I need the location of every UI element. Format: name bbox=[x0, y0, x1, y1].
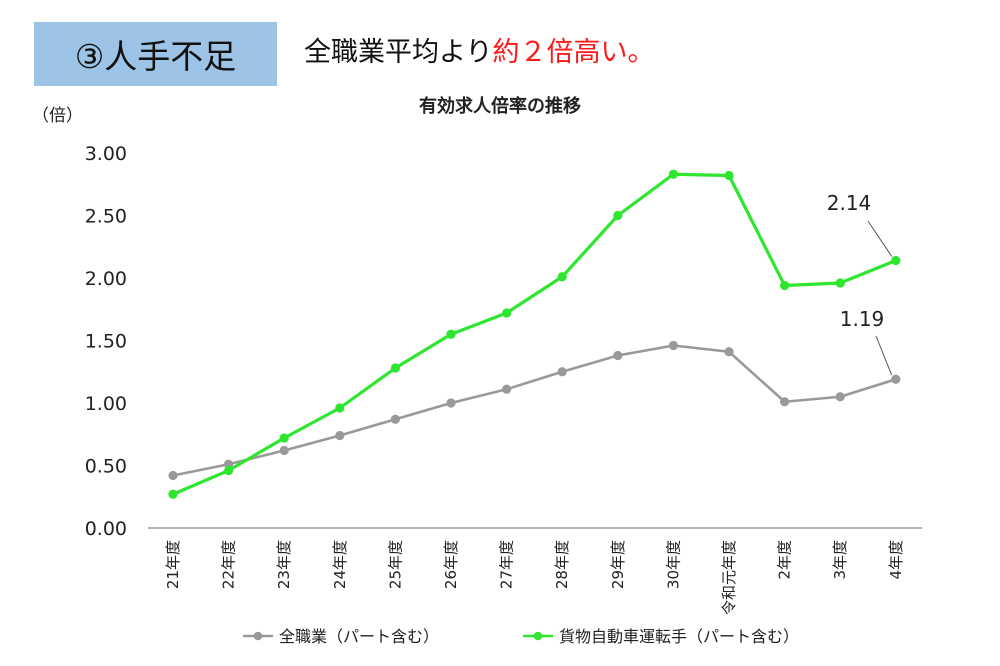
x-tick-label: 27年度 bbox=[498, 540, 516, 589]
data-point bbox=[279, 445, 289, 456]
y-tick-label: 1.00 bbox=[85, 393, 127, 415]
headline: 全職業平均より約２倍高い。 bbox=[304, 30, 654, 69]
series-line bbox=[172, 172, 897, 496]
section-badge: ③人手不足 bbox=[34, 22, 277, 86]
y-tick-labels: 0.00 0.50 1.00 1.50 2.00 2.50 3.00 bbox=[85, 143, 127, 540]
x-tick-label: 30年度 bbox=[664, 540, 682, 589]
data-point bbox=[502, 308, 512, 318]
y-tick-label: 2.50 bbox=[85, 206, 127, 228]
x-tick-label: 令和元年度 bbox=[720, 540, 738, 615]
x-tick-label: 26年度 bbox=[442, 540, 460, 589]
data-point bbox=[835, 278, 845, 288]
x-tick-label: 2年度 bbox=[776, 540, 794, 580]
data-point bbox=[279, 433, 289, 443]
x-tick-label: 28年度 bbox=[553, 540, 571, 589]
data-point bbox=[891, 255, 901, 266]
data-point bbox=[724, 170, 734, 181]
x-tick-label: 29年度 bbox=[609, 540, 627, 589]
data-point bbox=[668, 169, 679, 179]
y-tick-label: 1.50 bbox=[85, 331, 127, 353]
annotation-leader-line bbox=[875, 335, 893, 376]
legend-swatch-marker bbox=[533, 631, 543, 641]
data-label: 2.14 bbox=[827, 191, 872, 215]
legend: 全職業（パート含む） 貨物自動車運転手（パート含む） bbox=[243, 627, 799, 646]
x-tick-label: 21年度 bbox=[164, 540, 182, 589]
data-label: 1.19 bbox=[840, 307, 885, 331]
y-tick-label: 0.00 bbox=[85, 518, 127, 540]
series-line bbox=[172, 344, 897, 477]
y-tick-label: 3.00 bbox=[85, 143, 127, 165]
data-point bbox=[835, 392, 845, 402]
annotation-leader-line bbox=[867, 220, 893, 257]
data-point bbox=[224, 465, 234, 476]
y-axis-unit-label: （倍） bbox=[32, 106, 83, 126]
y-tick-label: 2.00 bbox=[85, 268, 127, 290]
x-tick-label: 24年度 bbox=[331, 540, 349, 589]
data-point bbox=[780, 397, 790, 407]
x-tick-label: 4年度 bbox=[887, 540, 905, 580]
data-point bbox=[724, 347, 734, 357]
data-point bbox=[557, 272, 567, 282]
legend-label: 貨物自動車運転手（パート含む） bbox=[559, 627, 799, 646]
data-point bbox=[891, 374, 901, 384]
data-point bbox=[446, 398, 456, 408]
headline-accent: 約２倍高い。 bbox=[492, 37, 655, 68]
x-tick-labels: 21年度 22年度 23年度 24年度 25年度 26年度 27年度 28年度 29年度 30年度… bbox=[164, 540, 905, 615]
data-point bbox=[613, 350, 623, 361]
data-point bbox=[780, 280, 790, 291]
legend-swatch-marker bbox=[253, 631, 263, 641]
data-point bbox=[668, 340, 679, 351]
series-layer bbox=[168, 169, 901, 499]
y-tick-label: 0.50 bbox=[85, 456, 127, 478]
x-tick-label: 22年度 bbox=[220, 540, 238, 589]
legend-label: 全職業（パート含む） bbox=[279, 627, 439, 646]
annotation-layer: 2.14 1.19 bbox=[827, 191, 893, 376]
data-point bbox=[335, 403, 345, 413]
data-point bbox=[446, 329, 456, 339]
data-point bbox=[168, 489, 178, 499]
headline-main: 全職業平均より bbox=[304, 37, 493, 68]
data-point bbox=[390, 414, 400, 424]
chart-title: 有効求人倍率の推移 bbox=[419, 96, 581, 117]
data-point bbox=[168, 470, 178, 481]
data-point bbox=[613, 210, 623, 221]
x-tick-label: 25年度 bbox=[386, 540, 404, 589]
x-tick-label: 23年度 bbox=[275, 540, 293, 589]
data-point bbox=[335, 430, 345, 441]
data-point bbox=[502, 384, 512, 394]
x-tick-label: 3年度 bbox=[831, 540, 849, 580]
data-point bbox=[557, 367, 567, 377]
data-point bbox=[390, 363, 400, 373]
